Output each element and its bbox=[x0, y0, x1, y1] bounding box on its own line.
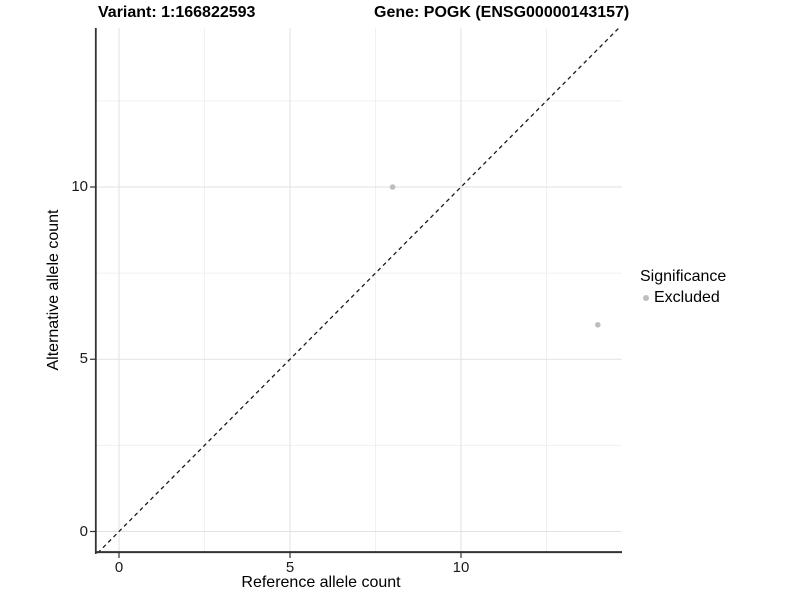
legend-item-label: Excluded bbox=[654, 289, 720, 306]
data-point bbox=[595, 322, 601, 328]
y-axis-title: Alternative allele count bbox=[45, 209, 62, 371]
y-tick-label: 10 bbox=[71, 178, 88, 195]
legend-item: Excluded bbox=[640, 289, 726, 307]
y-tick-label: 5 bbox=[79, 350, 88, 368]
x-tick-label: 0 bbox=[114, 559, 124, 576]
x-tick-label: 5 bbox=[285, 559, 295, 576]
plot-title-gene: Gene: POGK (ENSG00000143157) bbox=[374, 4, 630, 21]
chart-panel bbox=[90, 27, 622, 558]
chart-canvas bbox=[90, 27, 622, 558]
y-tick-label: 0 bbox=[79, 522, 88, 540]
x-tick-label: 10 bbox=[452, 559, 470, 576]
x-axis-title: Reference allele count bbox=[241, 574, 401, 591]
legend-key-dot bbox=[643, 295, 649, 301]
plot-title-variant: Variant: 1:166822593 bbox=[98, 4, 256, 21]
identity-line bbox=[97, 27, 620, 554]
data-point bbox=[389, 184, 396, 190]
legend: Significance Excluded bbox=[640, 268, 726, 307]
legend-title: Significance bbox=[640, 268, 727, 285]
